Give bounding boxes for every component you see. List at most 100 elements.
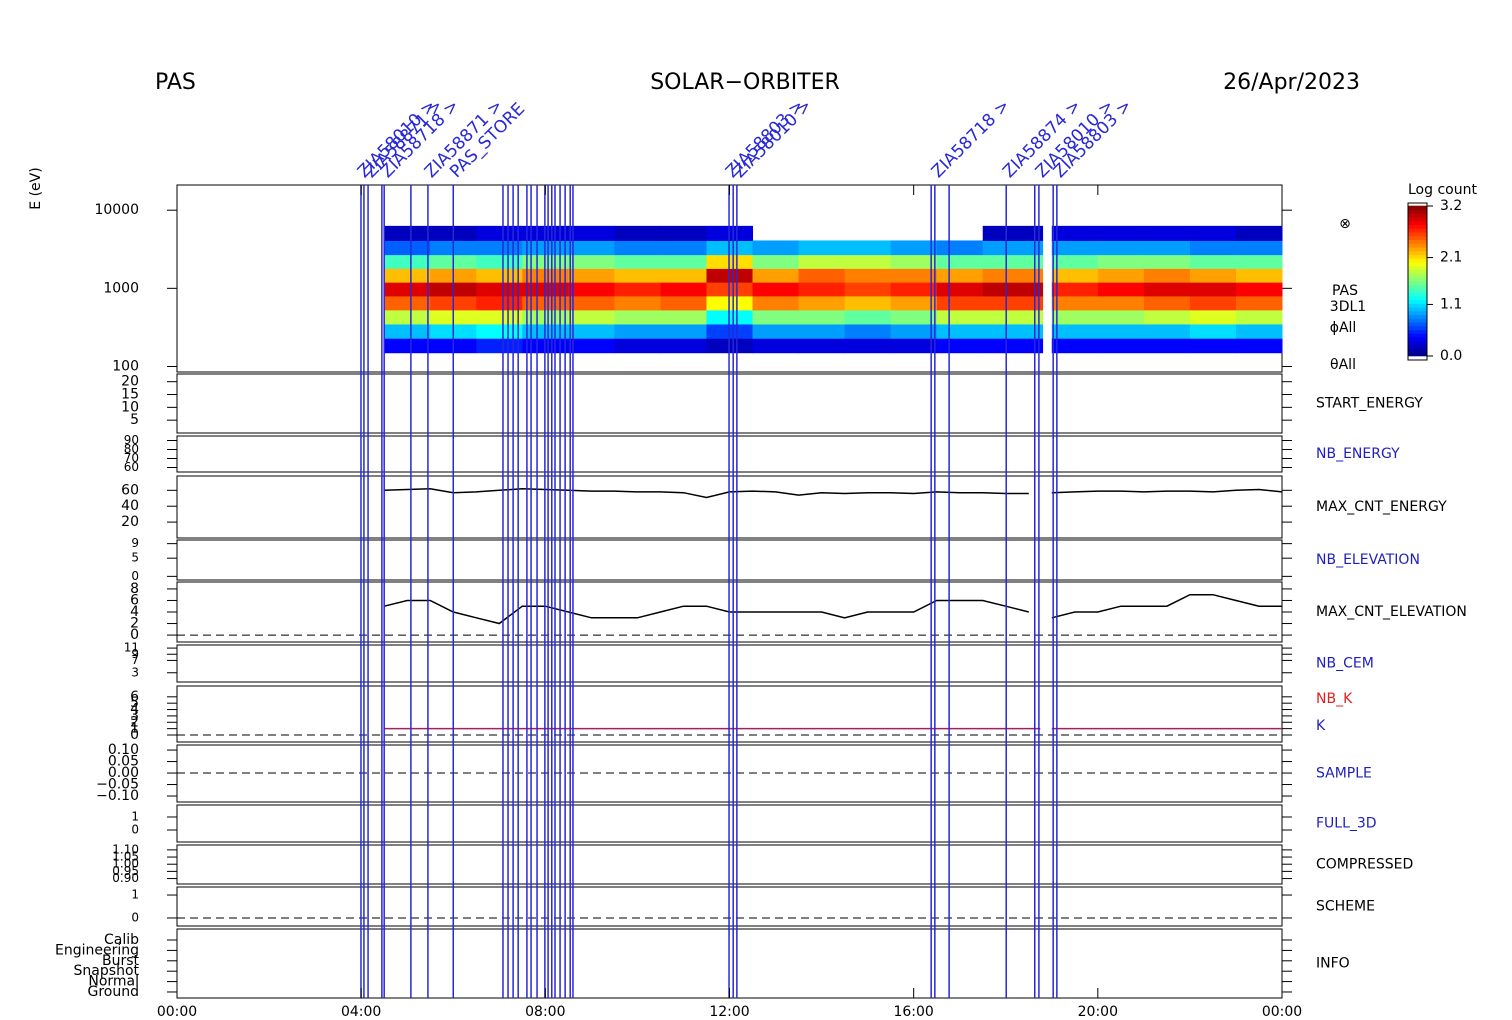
colorbar-swatch bbox=[1408, 235, 1427, 241]
spectrogram-cell bbox=[660, 240, 707, 256]
y-tick-label: 20 bbox=[121, 514, 139, 530]
colorbar-swatch bbox=[1408, 303, 1427, 308]
panel-name: NB_ELEVATION bbox=[1316, 552, 1420, 568]
colorbar-swatch bbox=[1408, 291, 1427, 297]
panel-name: INFO bbox=[1316, 956, 1350, 972]
spectrogram-cell bbox=[476, 282, 523, 297]
spectrogram-cell bbox=[936, 240, 984, 256]
spectrogram-cell bbox=[982, 268, 1044, 283]
spectrogram-cell bbox=[982, 309, 1044, 325]
panel-name: COMPRESSED bbox=[1316, 857, 1413, 873]
colorbar-swatch bbox=[1408, 220, 1427, 226]
spectrogram-cell bbox=[890, 323, 938, 339]
side-label: 3DL1 bbox=[1330, 299, 1366, 315]
panel-name: MAX_CNT_ELEVATION bbox=[1316, 604, 1467, 620]
y-tick-label: 1000 bbox=[103, 280, 139, 296]
panel-name: START_ENERGY bbox=[1316, 396, 1423, 412]
spectrogram-cell bbox=[798, 268, 846, 283]
spectrogram-cell bbox=[844, 268, 892, 283]
spectrogram-cell bbox=[614, 295, 661, 311]
colorbar-swatch bbox=[1408, 344, 1427, 349]
y-tick-label: −0.10 bbox=[96, 788, 139, 804]
series-line bbox=[384, 487, 1283, 499]
colorbar-swatch bbox=[1408, 213, 1427, 218]
colorbar-swatch bbox=[1408, 261, 1427, 267]
spectrogram-cell bbox=[384, 295, 431, 311]
spectrogram-cell bbox=[660, 309, 707, 325]
colorbar-swatch bbox=[1408, 351, 1427, 357]
spectrogram-cell bbox=[568, 225, 615, 241]
spectrogram-cell bbox=[1189, 268, 1237, 283]
spectrogram-cell bbox=[384, 338, 431, 354]
spectrogram-cell bbox=[1051, 323, 1099, 339]
spectrogram-cell bbox=[1235, 295, 1283, 311]
spectrogram-cell bbox=[1051, 338, 1099, 354]
y-tick-label: 0 bbox=[131, 569, 139, 583]
side-label: ⊗ bbox=[1339, 216, 1351, 232]
y-tick-label: 1 bbox=[131, 888, 139, 902]
y-tick-label: 15 bbox=[121, 387, 139, 403]
spectrogram-cell bbox=[982, 240, 1044, 256]
spectrogram-cell bbox=[982, 282, 1044, 297]
spectrogram-cell bbox=[1097, 295, 1145, 311]
spectrogram-cell bbox=[1097, 282, 1145, 297]
spectrogram-cell bbox=[982, 225, 1044, 241]
spectrogram-cell bbox=[1097, 323, 1145, 339]
y-tick-label: 4 bbox=[130, 702, 139, 718]
side-label: θAll bbox=[1330, 357, 1356, 373]
colorbar-swatch bbox=[1408, 243, 1427, 248]
spectrogram-cell bbox=[1189, 282, 1237, 297]
y-tick-label: 1 bbox=[131, 809, 139, 823]
y-axis-label: E (eV) bbox=[28, 167, 44, 209]
y-tick-label: 80 bbox=[124, 442, 139, 456]
y-tick-label: 0.05 bbox=[108, 754, 139, 770]
spectrogram-cell bbox=[936, 338, 984, 354]
x-tick-label: 00:00 bbox=[1262, 1004, 1302, 1020]
spectrogram-cell bbox=[752, 240, 800, 256]
y-tick-label: 0 bbox=[131, 823, 139, 837]
x-tick-label: 12:00 bbox=[709, 1004, 749, 1020]
spectrogram-cell bbox=[1051, 268, 1099, 283]
event-label: ZIA58010 > bbox=[730, 96, 816, 182]
colorbar-swatch bbox=[1408, 348, 1427, 353]
spectrogram-cell bbox=[752, 268, 800, 283]
spectrogram-cell bbox=[890, 240, 938, 256]
colorbar-swatch bbox=[1408, 228, 1427, 233]
y-tick-label: 20 bbox=[121, 374, 139, 390]
y-tick-label: 0 bbox=[130, 627, 139, 643]
spectrogram-cell bbox=[890, 309, 938, 325]
y-tick-label: 2 bbox=[130, 616, 139, 632]
colorbar-swatch bbox=[1408, 246, 1427, 252]
y-tick-label: 5 bbox=[130, 412, 139, 428]
spectrogram-cell bbox=[1143, 323, 1191, 339]
colorbar-swatch bbox=[1408, 209, 1427, 214]
y-tick-label: 1.10 bbox=[112, 842, 139, 856]
spectrogram-cell bbox=[936, 309, 984, 325]
colorbar-swatch bbox=[1408, 254, 1427, 259]
spectrogram-cell bbox=[1235, 282, 1283, 297]
spectrogram-cell bbox=[1143, 240, 1191, 256]
y-tick-label: 5 bbox=[131, 551, 139, 565]
spectrogram-cell bbox=[660, 225, 707, 241]
side-label: PAS bbox=[1332, 283, 1358, 299]
spectrogram-cell bbox=[1189, 240, 1237, 256]
spectrogram-cell bbox=[936, 323, 984, 339]
side-label: ϕAll bbox=[1330, 320, 1357, 336]
colorbar-tick-label: 0.0 bbox=[1440, 348, 1462, 364]
header-right: 26/Apr/2023 bbox=[1223, 70, 1360, 95]
series-line bbox=[384, 593, 1282, 625]
spectrogram-cell bbox=[752, 282, 800, 297]
spectrogram-cell bbox=[384, 268, 431, 283]
colorbar-tick-label: 2.1 bbox=[1440, 250, 1462, 266]
y-tick-label: 0.00 bbox=[108, 765, 139, 781]
spectrogram-cell bbox=[568, 268, 615, 283]
spectrogram-cell bbox=[660, 323, 707, 339]
spectrogram-cell bbox=[568, 323, 615, 339]
spectrogram-cell bbox=[936, 254, 984, 269]
spectrogram-cell bbox=[844, 323, 892, 339]
colorbar-swatch bbox=[1408, 205, 1427, 211]
spectrogram-cell bbox=[890, 282, 938, 297]
colorbar-swatch bbox=[1408, 306, 1427, 312]
spectrogram-cell bbox=[476, 240, 523, 256]
spectrogram-cell bbox=[614, 282, 661, 297]
